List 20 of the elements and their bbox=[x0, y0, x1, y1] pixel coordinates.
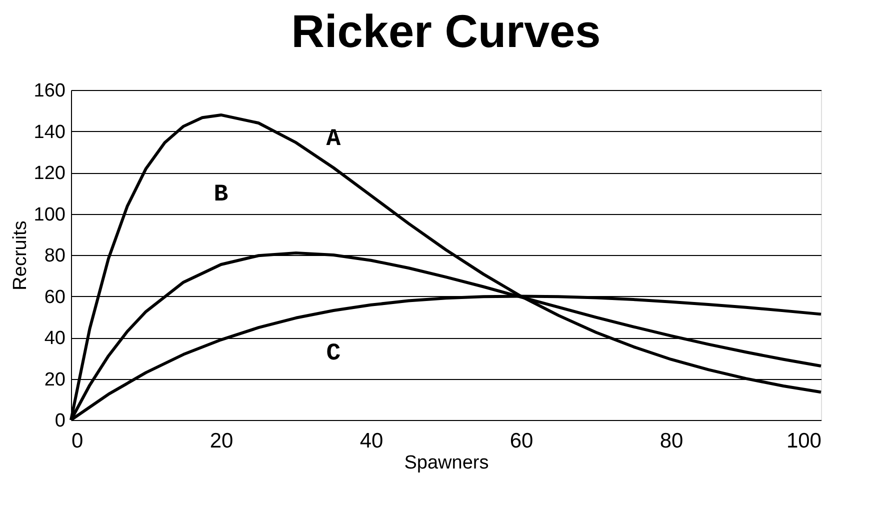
text: B bbox=[214, 181, 228, 208]
y-axis-title: Recruits bbox=[10, 220, 31, 290]
y-tick-label: 80 bbox=[44, 246, 66, 266]
x-tick-label: 60 bbox=[510, 430, 534, 452]
x-tick-label: 20 bbox=[210, 430, 234, 452]
x-tick-label: 0 bbox=[72, 430, 84, 452]
series-label: C bbox=[326, 340, 341, 368]
y-tick-label: 120 bbox=[34, 163, 66, 184]
y-tick-label: 0 bbox=[54, 410, 66, 432]
x-axis-title: Spawners bbox=[404, 452, 489, 474]
y-tick-label: 40 bbox=[44, 328, 66, 349]
y-tick-label: 140 bbox=[34, 122, 66, 143]
y-tick-label: 160 bbox=[34, 80, 66, 102]
y-tick-label: 100 bbox=[34, 204, 66, 226]
x-tick-label: 40 bbox=[360, 430, 384, 452]
chart-title: Ricker Curves bbox=[291, 5, 601, 57]
x-tick-label: 80 bbox=[660, 430, 684, 452]
y-tick-label: 60 bbox=[44, 286, 66, 308]
y-tick-label: 20 bbox=[44, 369, 66, 390]
x-tick-label: 100 bbox=[786, 430, 822, 452]
